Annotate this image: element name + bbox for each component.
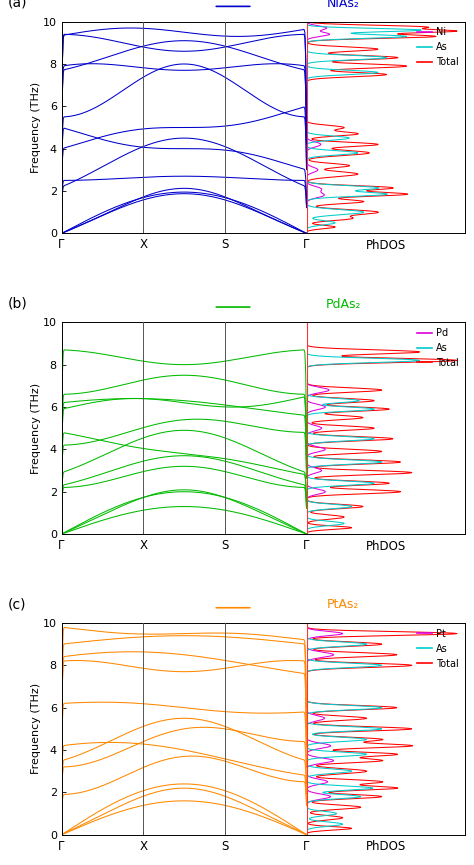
Legend: Ni, As, Total: Ni, As, Total — [417, 27, 460, 68]
Legend: Pd, As, Total: Pd, As, Total — [417, 327, 460, 368]
Text: PtAs₂: PtAs₂ — [327, 599, 359, 612]
X-axis label: PhDOS: PhDOS — [365, 239, 406, 252]
X-axis label: PhDOS: PhDOS — [365, 540, 406, 553]
Legend: Pt, As, Total: Pt, As, Total — [417, 628, 460, 670]
Y-axis label: Frequency (THz): Frequency (THz) — [31, 82, 41, 173]
Y-axis label: Frequency (THz): Frequency (THz) — [31, 382, 41, 474]
Text: PdAs₂: PdAs₂ — [326, 298, 361, 311]
Y-axis label: Frequency (THz): Frequency (THz) — [31, 683, 41, 774]
Text: NiAs₂: NiAs₂ — [327, 0, 360, 10]
X-axis label: PhDOS: PhDOS — [365, 840, 406, 853]
Text: (a): (a) — [8, 0, 27, 10]
Text: (b): (b) — [8, 297, 27, 311]
Text: (c): (c) — [8, 598, 26, 612]
